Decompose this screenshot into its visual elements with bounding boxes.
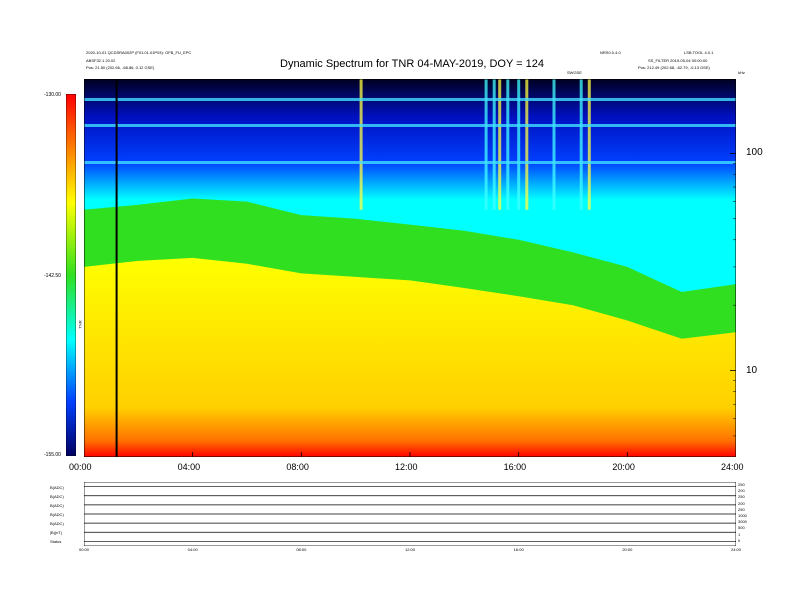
lower-row-label: B(ADC) xyxy=(50,521,64,527)
header-left-line2: ABSF32.1 20.02 xyxy=(86,58,116,63)
colorbar-side-label: TNR xyxy=(77,320,83,329)
lower-right-label: 250 xyxy=(738,506,745,512)
interference-line xyxy=(84,98,736,101)
colorbar xyxy=(66,94,76,456)
lower-x-tick-label: 12:00 xyxy=(405,547,416,552)
header-left-line1: 2020-10-01 QCDSRA002P (F01.01.01P03): OF… xyxy=(86,50,192,55)
x-tick-label: 16:00 xyxy=(503,462,527,472)
header-right-pos: Pos: 212.49 (202.68, -62.79, -0.13 GSE) xyxy=(638,65,710,70)
colorbar-bottom-label: -155.00 xyxy=(44,452,61,458)
corner-unit-label: kHz xyxy=(738,70,745,75)
header-left-pos: Pos: 21.50 (202.66, -68.86, 0.12 GSE) xyxy=(86,65,154,70)
interference-line xyxy=(84,161,736,164)
burst-column xyxy=(506,79,510,210)
lower-x-tick-label: 04:00 xyxy=(187,547,198,552)
lower-right-label: 200 xyxy=(738,488,745,494)
burst-column xyxy=(359,79,363,210)
header-left-pos-value: 21.50 (202.66, -68.86, 0.12 GSE) xyxy=(95,65,155,70)
burst-column xyxy=(587,79,591,210)
x-tick-label: 12:00 xyxy=(395,462,418,472)
lower-row-label: |B|(nT) xyxy=(50,530,63,536)
lower-right-label: 1 xyxy=(738,531,741,537)
colorbar-mid-label: -142.50 xyxy=(44,273,61,279)
lower-right-label: 200 xyxy=(738,500,745,506)
y-tick-label: 100 xyxy=(746,147,763,159)
burst-column xyxy=(525,79,529,210)
lower-right-label: 250 xyxy=(738,494,745,500)
x-tick-label: 20:00 xyxy=(612,462,635,472)
x-tick-label: 04:00 xyxy=(177,462,201,472)
burst-column xyxy=(498,79,502,210)
lower-x-tick-label: 00:00 xyxy=(79,547,90,552)
header-right-top-mid: NRS0.0.4.0 xyxy=(600,50,621,55)
y-tick-label: 10 xyxy=(746,364,758,376)
x-tick-label: 00:00 xyxy=(69,462,92,472)
lower-row-label: Status xyxy=(50,539,62,545)
lower-x-tick-label: 08:00 xyxy=(296,547,307,552)
lower-row-label: B(ADC) xyxy=(50,484,64,490)
header-right-line2: SS_FILTER 2019-05-04 00:00:00 xyxy=(648,58,708,63)
x-tick-label: 24:00 xyxy=(721,462,744,472)
page-title: Dynamic Spectrum for TNR 04-MAY-2019, DO… xyxy=(280,58,545,70)
lower-right-label: 0 xyxy=(738,537,741,543)
spectrogram-plot xyxy=(84,79,736,457)
lower-row-label: B(ADC) xyxy=(50,493,64,499)
lower-row-label: B(ADC) xyxy=(50,502,64,508)
lower-x-tick-label: 20:00 xyxy=(622,547,633,552)
lower-right-label: 3000 xyxy=(738,519,747,525)
lower-right-label: 500 xyxy=(738,525,745,531)
yellow-region xyxy=(84,257,736,457)
burst-column xyxy=(552,79,556,210)
x-tick-label: 08:00 xyxy=(286,462,309,472)
interference-line xyxy=(84,124,736,127)
burst-column xyxy=(517,79,521,210)
burst-column xyxy=(484,79,488,210)
burst-column xyxy=(492,79,496,210)
colorbar-top-label: -130.00 xyxy=(44,92,61,98)
lower-x-tick-label: 24:00 xyxy=(731,547,742,552)
lower-right-label: 1000 xyxy=(738,513,747,518)
header-right-pos-label: Pos: xyxy=(638,65,647,70)
lower-x-tick-label: 16:00 xyxy=(513,547,524,552)
lower-panel xyxy=(84,482,736,546)
lower-row-label: B(ADC) xyxy=(50,512,64,517)
header-left-pos-label: Pos: xyxy=(86,65,95,70)
lower-right-label: 250 xyxy=(738,482,745,487)
header-right-top-right: LSB.TOOL 4.0.1 xyxy=(684,50,714,55)
burst-column xyxy=(579,79,583,210)
header-right-pos-value: 212.49 (202.68, -62.79, -0.13 GSE) xyxy=(647,65,710,70)
marker-label: SWGSE xyxy=(567,70,582,75)
